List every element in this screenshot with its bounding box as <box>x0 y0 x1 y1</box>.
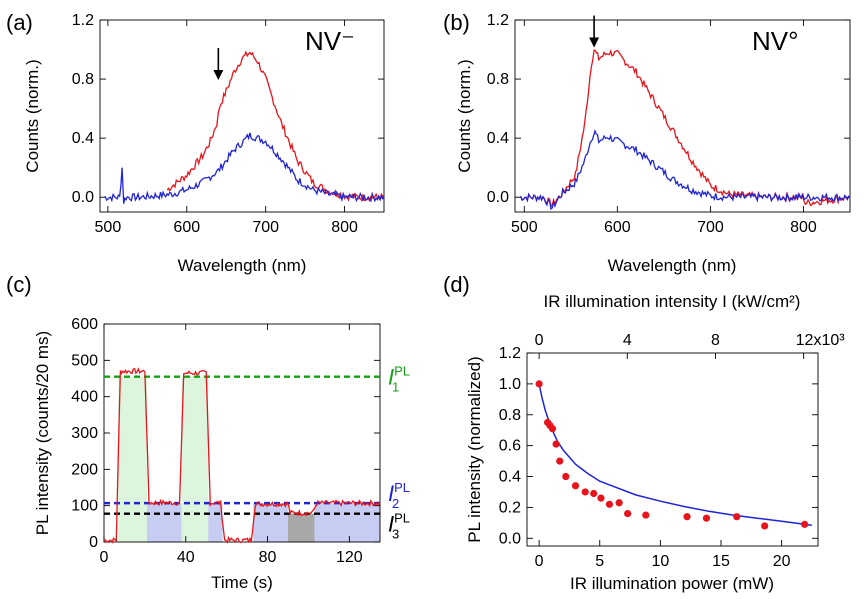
panel2-shaded-region <box>118 376 147 542</box>
panel2-y-tick-label: 300 <box>71 425 98 442</box>
panel0-series-blue <box>103 132 385 204</box>
panel3-data-point <box>683 513 691 521</box>
panel0-y-tick-label: 0.8 <box>72 71 94 88</box>
panel0-x-tick-label: 600 <box>173 219 200 236</box>
panel1-plot-frame <box>514 19 851 213</box>
panel2-y-tick-label: 600 <box>71 316 98 333</box>
panel2-panel-label: (c) <box>6 272 32 297</box>
panel3-x2-tick-label: 12x10³ <box>796 332 846 349</box>
panel3-plot-frame <box>526 352 819 547</box>
panel3-data-point <box>761 522 769 530</box>
panel3-x2-tick-label: 8 <box>711 332 720 349</box>
panel2-shaded-region <box>181 376 209 542</box>
panel2-y-tick-label: 0 <box>89 534 98 551</box>
panel3-data-point <box>535 380 543 388</box>
panel2-level-label-I3: IPL 3 <box>388 511 410 542</box>
panel3-y-tick-label: 0.4 <box>499 469 521 486</box>
panel2-y-tick-label: 400 <box>71 389 98 406</box>
panel3-x-tick-label: 0 <box>535 553 544 570</box>
panel2-y-tick-label: 500 <box>71 352 98 369</box>
panel1-y-tick-label: 0.8 <box>487 71 509 88</box>
panel1-x-tick-label: 600 <box>604 219 631 236</box>
panel3-data-point <box>562 472 570 481</box>
panel0-y-tick-label: 0.4 <box>72 130 94 147</box>
panel1-y-axis-label: Counts (norm.) <box>455 59 474 172</box>
panel3-data-point <box>624 509 632 518</box>
panel2-level-label-I1: IPL 1 <box>388 364 410 395</box>
panel3-data-point <box>801 520 809 528</box>
panel3-x-tick-label: 20 <box>773 553 791 570</box>
panel1-y-tick-label: 0.0 <box>487 189 509 206</box>
panel3-y-tick-label: 0.2 <box>499 499 521 516</box>
panel2-x-axis-label: Time (s) <box>211 573 273 592</box>
panel3-y-tick-label: 0.0 <box>499 530 521 547</box>
panel0-x-axis-label: Wavelength (nm) <box>178 256 307 275</box>
panel3-y-axis-label: PL intensity (normalized) <box>465 356 484 542</box>
panel3-data-point <box>552 440 560 448</box>
panel2-y-axis-label: PL intensity (counts/20 ms) <box>33 331 52 535</box>
panel0-series-red <box>166 50 385 203</box>
panel2-x-tick-label: 80 <box>259 549 277 566</box>
panel1-y-tick-label: 1.2 <box>487 12 509 29</box>
panel1-series-red <box>519 48 851 208</box>
panel0-x-tick-label: 700 <box>252 219 279 236</box>
panel2-x-tick-label: 0 <box>100 549 109 566</box>
panel0-y-tick-label: 0.0 <box>72 189 94 206</box>
panel3-x-tick-label: 10 <box>651 553 669 570</box>
panel0-y-tick-label: 1.2 <box>72 12 94 29</box>
panel0-panel-label: (a) <box>6 10 33 35</box>
panel3-panel-label: (d) <box>443 272 470 297</box>
panel3-data-point <box>605 500 614 508</box>
panel3-x-tick-label: 15 <box>712 553 730 570</box>
panel2-y-tick-label: 200 <box>71 461 98 478</box>
panel1-x-tick-label: 500 <box>511 219 538 236</box>
panel3-data-point <box>571 482 580 490</box>
panel3-x2-axis-label: IR illumination intensity I (kW/cm²) <box>544 292 801 311</box>
panel0-species-label: NV⁻ <box>305 26 355 56</box>
panel1-x-tick-label: 700 <box>697 219 724 236</box>
panel3-data-point <box>615 499 623 507</box>
panel3-fit-curve <box>538 383 812 526</box>
panel3-data-point <box>642 511 650 519</box>
panel3-data-point <box>581 488 589 496</box>
panel1-x-axis-label: Wavelength (nm) <box>608 256 737 275</box>
panel0-plot-frame <box>99 19 385 213</box>
panel3-data-point <box>548 425 557 433</box>
panel0-x-tick-label: 800 <box>331 219 358 236</box>
panel3-x-tick-label: 5 <box>595 553 604 570</box>
panel1-x-tick-label: 800 <box>790 219 817 236</box>
panel3-y-tick-label: 1.0 <box>499 376 521 393</box>
panel3-data-point <box>702 514 711 522</box>
panel2-shaded-region <box>253 503 288 542</box>
panel2-x-tick-label: 120 <box>336 549 363 566</box>
panel2-x-tick-label: 40 <box>177 549 195 566</box>
panel3-data-point <box>597 494 605 502</box>
panel2-shaded-region <box>314 503 380 542</box>
panel3-x-axis-label: IR illumination power (mW) <box>570 574 774 593</box>
panel2-shaded-region <box>208 503 223 542</box>
panel0-y-axis-label: Counts (norm.) <box>23 59 42 172</box>
panel3-data-point <box>590 489 598 498</box>
panel3-y-tick-label: 0.8 <box>499 407 521 424</box>
panel0-x-tick-label: 500 <box>95 219 122 236</box>
panel3-data-point <box>556 457 564 465</box>
panel1-panel-label: (b) <box>443 10 470 35</box>
panel3-x2-tick-label: 0 <box>535 332 544 349</box>
panel1-y-tick-label: 0.4 <box>487 130 509 147</box>
panel1-series-blue <box>519 128 851 211</box>
panel2-y-tick-label: 100 <box>71 498 98 515</box>
panel2-shaded-region <box>288 513 315 542</box>
panel2-level-label-I2: IPL 2 <box>388 480 410 511</box>
panel3-data-point <box>733 513 741 521</box>
panel1-arrow-head <box>589 37 600 48</box>
panel1-species-label: NV° <box>752 26 799 56</box>
panel3-y-tick-label: 0.6 <box>499 438 521 455</box>
panel3-y-tick-label: 1.2 <box>499 345 521 362</box>
panel2-series-trace <box>103 367 381 544</box>
panel2-shaded-region <box>146 503 182 542</box>
panel0-arrow-head <box>213 70 224 81</box>
panel3-x2-tick-label: 4 <box>623 332 632 349</box>
